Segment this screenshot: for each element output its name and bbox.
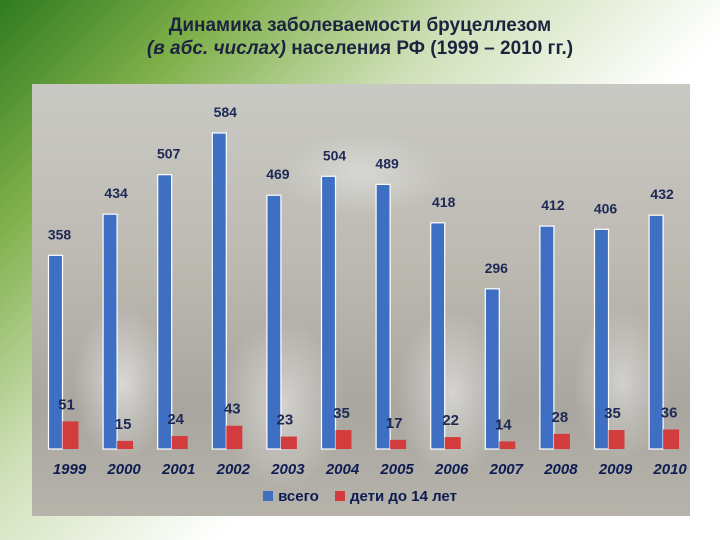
legend-label-kids: дети до 14 лет — [350, 488, 457, 505]
label-total-2010: 432 — [650, 186, 674, 202]
label-total-2003: 469 — [266, 166, 290, 182]
tick-label-2002: 2002 — [216, 461, 251, 478]
tick-label-2007: 2007 — [489, 461, 524, 478]
label-kids-2009: 35 — [604, 405, 621, 422]
bar-total-2005 — [376, 184, 390, 449]
tick-label-2001: 2001 — [161, 461, 195, 478]
label-kids-2004: 35 — [333, 405, 350, 422]
tick-label-2010: 2010 — [652, 461, 687, 478]
legend: всего дети до 14 лет — [0, 488, 720, 505]
legend-swatch-kids — [335, 491, 345, 501]
label-total-1999: 358 — [48, 226, 72, 242]
label-total-2008: 412 — [541, 197, 565, 213]
label-kids-2003: 23 — [277, 412, 294, 429]
tick-label-2009: 2009 — [598, 461, 633, 478]
bar-kids-2005 — [390, 440, 406, 449]
tick-label-2005: 2005 — [379, 461, 414, 478]
legend-swatch-total — [263, 491, 273, 501]
tick-label-2000: 2000 — [106, 461, 141, 478]
bar-kids-2006 — [445, 437, 461, 449]
tick-label-1999: 1999 — [53, 461, 87, 478]
bar-kids-2010 — [663, 430, 679, 449]
label-kids-2007: 14 — [495, 416, 512, 433]
tick-label-2004: 2004 — [325, 461, 360, 478]
legend-item-total: всего — [263, 488, 319, 505]
bar-kids-2000 — [117, 441, 133, 449]
label-kids-2005: 17 — [386, 415, 403, 432]
bar-kids-2008 — [554, 434, 570, 449]
label-total-2001: 507 — [157, 146, 181, 162]
bar-kids-2009 — [609, 430, 625, 449]
label-total-2004: 504 — [323, 147, 347, 163]
label-total-2000: 434 — [104, 185, 128, 201]
tick-label-2006: 2006 — [434, 461, 469, 478]
bar-kids-1999 — [63, 421, 79, 449]
bar-kids-2003 — [281, 437, 297, 449]
bar-kids-2007 — [499, 441, 515, 449]
bar-total-2000 — [103, 214, 117, 449]
bar-kids-2001 — [172, 436, 188, 449]
label-total-2006: 418 — [432, 194, 456, 210]
legend-label-total: всего — [278, 488, 319, 505]
label-kids-2001: 24 — [167, 411, 184, 428]
label-kids-2002: 43 — [224, 401, 241, 418]
bar-total-1999 — [49, 255, 63, 449]
bar-kids-2002 — [226, 426, 242, 449]
label-total-2009: 406 — [594, 200, 618, 216]
bar-total-2001 — [158, 175, 172, 449]
label-total-2007: 296 — [485, 260, 509, 276]
label-total-2005: 489 — [375, 155, 399, 171]
tick-label-2008: 2008 — [543, 461, 578, 478]
label-total-2002: 584 — [214, 104, 238, 120]
label-kids-2006: 22 — [442, 412, 459, 429]
bar-kids-2004 — [336, 430, 352, 449]
legend-item-kids: дети до 14 лет — [335, 488, 457, 505]
label-kids-2008: 28 — [552, 409, 569, 426]
label-kids-2010: 36 — [661, 405, 678, 422]
label-kids-2000: 15 — [115, 416, 132, 433]
tick-label-2003: 2003 — [270, 461, 305, 478]
label-kids-1999: 51 — [58, 396, 75, 413]
